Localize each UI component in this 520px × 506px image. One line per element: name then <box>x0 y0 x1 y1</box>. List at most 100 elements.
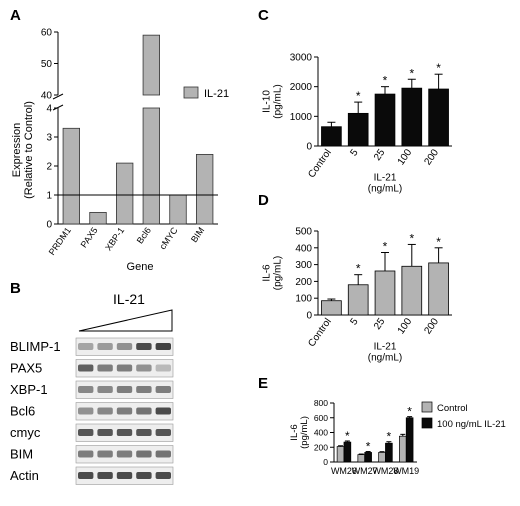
a-category-label: PAX5 <box>79 225 100 249</box>
c-category-label: 100 <box>396 147 415 167</box>
b-row-label: XBP-1 <box>10 382 48 397</box>
panel-b-western-blot: IL-21 BLIMP-1 PAX5 XBP-1 Bcl6 cmyc BIM Actin <box>10 291 174 485</box>
b-dose-triangle <box>78 309 173 332</box>
b-row-label: BIM <box>10 447 33 462</box>
c-tick-label: 3000 <box>290 53 313 64</box>
c-tick-label: 1000 <box>290 112 313 123</box>
a-x-axis-title: Gene <box>127 261 154 273</box>
d-tick-label: 200 <box>295 277 312 288</box>
b-band <box>97 364 113 372</box>
panel-letter-a: A <box>10 7 21 24</box>
b-band <box>136 386 152 393</box>
e-bar <box>399 435 407 463</box>
a-axis-break-mark <box>52 93 64 100</box>
c-bar <box>347 112 369 147</box>
d-bar <box>347 284 369 316</box>
e-tick-label: 400 <box>314 428 328 438</box>
e-category-label: WM26 <box>331 466 357 476</box>
d-significance-star: * <box>383 240 388 254</box>
panel-d-chart: 0100200300400500Control*5*25*100*200IL-6… <box>262 227 452 364</box>
d-bar <box>401 265 423 316</box>
b-row-label: Bcl6 <box>10 404 35 419</box>
a-tick-label: 2 <box>46 162 52 173</box>
e-bar <box>378 452 386 463</box>
b-band <box>97 429 113 436</box>
a-bar <box>62 127 80 225</box>
e-bar <box>336 446 345 463</box>
panel-c-chart: 0100020003000Control*5*25*100*200IL-10(p… <box>262 53 452 195</box>
c-significance-star: * <box>409 66 414 80</box>
d-significance-star: * <box>356 262 361 276</box>
b-band <box>155 429 171 436</box>
a-bar <box>195 153 214 225</box>
e-legend-swatch <box>421 401 433 413</box>
b-row-label: PAX5 <box>10 361 42 376</box>
e-bar <box>364 452 372 463</box>
c-bar <box>321 126 342 147</box>
a-category-label: Bcl6 <box>135 225 153 245</box>
panel-letter-d: D <box>258 192 269 209</box>
e-significance-star: * <box>366 440 371 454</box>
b-band <box>78 472 94 479</box>
b-band <box>78 429 94 436</box>
b-band <box>116 364 133 372</box>
e-legend-label: Control <box>437 403 468 414</box>
a-tick-label: 4 <box>46 104 52 115</box>
c-x-axis-title: IL-21 (ng/mL) <box>368 173 402 195</box>
b-band <box>155 343 171 350</box>
d-tick-label: 500 <box>295 227 312 238</box>
d-tick-label: 0 <box>306 311 312 322</box>
b-band <box>97 343 113 350</box>
d-category-label: 5 <box>348 316 360 327</box>
b-band <box>136 429 152 436</box>
c-bar <box>401 87 423 147</box>
a-category-label: cMYC <box>157 225 180 251</box>
e-tick-label: 800 <box>314 398 328 408</box>
b-band <box>97 472 113 479</box>
c-tick-label: 0 <box>306 142 312 153</box>
d-tick-label: 100 <box>295 294 312 305</box>
a-tick-label: 50 <box>41 59 53 70</box>
b-band <box>155 364 171 372</box>
b-band <box>116 472 133 479</box>
a-bar <box>142 107 160 225</box>
b-treatment-label: IL-21 <box>113 291 145 307</box>
b-band <box>155 450 171 458</box>
d-category-label: 100 <box>396 316 415 336</box>
b-band <box>155 386 171 393</box>
b-band <box>136 364 152 372</box>
d-significance-star: * <box>436 235 441 249</box>
a-tick-label: 40 <box>41 91 53 102</box>
panel-letter-c: C <box>258 7 269 24</box>
b-band <box>97 450 113 458</box>
b-band <box>116 450 133 458</box>
e-significance-star: * <box>345 429 350 443</box>
c-category-label: 5 <box>348 147 360 158</box>
b-band <box>78 450 94 458</box>
a-tick-label: 0 <box>46 220 52 231</box>
b-band <box>78 407 94 415</box>
b-band <box>116 407 133 415</box>
c-significance-star: * <box>356 89 361 103</box>
e-category-label: WM28 <box>372 466 398 476</box>
b-band <box>78 343 94 350</box>
c-tick-label: 2000 <box>290 82 313 93</box>
b-band <box>136 407 152 415</box>
b-band <box>78 364 94 372</box>
a-category-label: XBP-1 <box>103 225 126 252</box>
b-band <box>116 386 133 393</box>
a-tick-label: 60 <box>41 28 53 39</box>
e-legend-label: 100 ng/mL IL-21 <box>437 419 506 430</box>
c-bar <box>428 88 449 147</box>
a-bar <box>89 211 107 225</box>
panel-letter-e: E <box>258 375 268 392</box>
b-band <box>155 407 171 415</box>
e-bar <box>357 454 366 463</box>
a-bar <box>169 194 187 225</box>
b-band <box>78 386 94 393</box>
panel-letter-b: B <box>10 280 21 297</box>
d-category-label: 200 <box>422 316 441 336</box>
e-significance-star: * <box>387 430 392 444</box>
